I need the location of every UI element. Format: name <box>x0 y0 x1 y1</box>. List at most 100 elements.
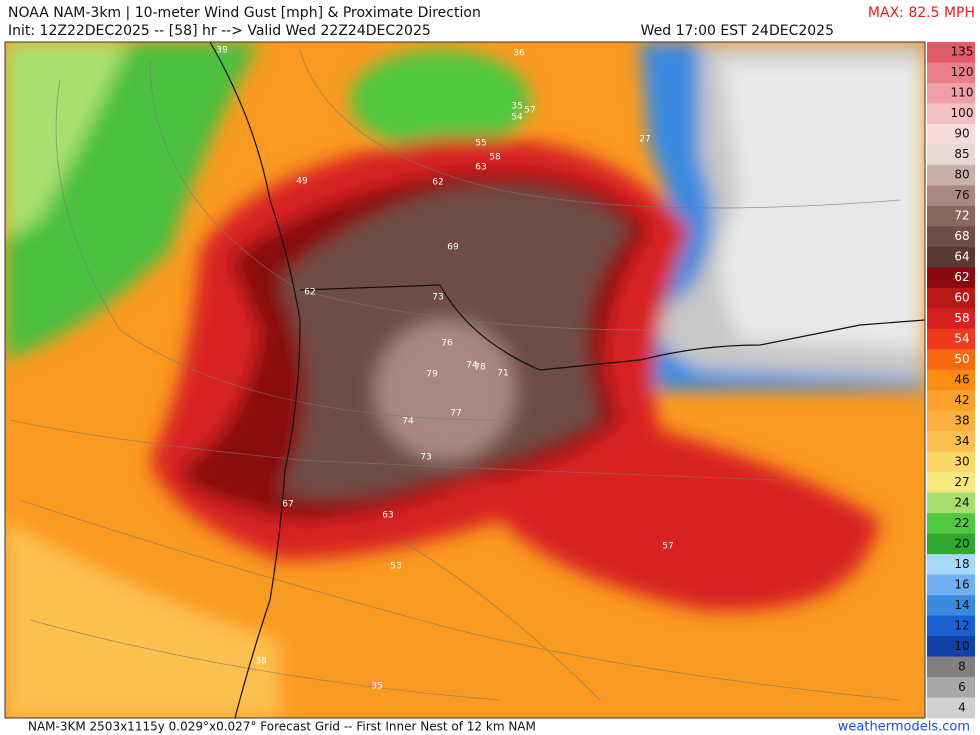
colorbar-cell <box>927 677 975 699</box>
colorbar-label: 120 <box>951 65 974 79</box>
map-value-label: 53 <box>390 562 401 572</box>
colorbar-cell <box>927 574 975 596</box>
colorbar-cell <box>927 533 975 555</box>
streamlines <box>9 49 901 701</box>
map-value-label: 78 <box>474 363 486 373</box>
colorbar-cell <box>927 103 975 125</box>
coastline <box>209 42 301 718</box>
colorbar-label: 60 <box>954 291 969 305</box>
colorbar-cell <box>927 62 975 84</box>
valid-time: Wed 17:00 EST 24DEC2025 <box>641 23 834 39</box>
map-value-label: 49 <box>296 177 308 187</box>
map-value-label: 73 <box>420 453 431 463</box>
colorbar-cell <box>927 205 975 227</box>
colorbar-label: 18 <box>954 557 969 571</box>
colorbar-cell <box>927 82 975 104</box>
map-value-label: 62 <box>304 288 315 298</box>
colorbar-label: 85 <box>954 147 969 161</box>
colorbar-cell <box>927 287 975 309</box>
colorbar-cell <box>927 451 975 473</box>
colorbar-label: 64 <box>954 250 969 264</box>
colorbar-label: 68 <box>954 229 969 243</box>
border <box>299 284 925 371</box>
colorbar-label: 12 <box>954 618 969 632</box>
colorbar-label: 34 <box>954 434 969 448</box>
map-value-label: 27 <box>639 135 650 145</box>
colorbar-cell <box>927 328 975 350</box>
grid-info: NAM-3KM 2503x1115y 0.029°x0.027° Forecas… <box>28 720 536 734</box>
colorbar-label: 135 <box>951 45 974 59</box>
colorbar-cell <box>927 308 975 330</box>
map-value-label: 38 <box>255 657 267 667</box>
colorbar-label: 80 <box>954 168 969 182</box>
colorbar-label: 16 <box>954 577 969 591</box>
colorbar-cell <box>927 472 975 494</box>
map-value-label: 57 <box>662 542 673 552</box>
map-value-label: 63 <box>382 511 393 521</box>
colorbar-cell <box>927 164 975 186</box>
map-value-label: 76 <box>441 339 453 349</box>
colorbar-cell <box>927 615 975 637</box>
colorbar-cell <box>927 697 975 719</box>
map-value-label: 77 <box>450 409 461 419</box>
colorbar-cell <box>927 144 975 166</box>
map-value-label: 35 <box>371 682 382 692</box>
init-line: Init: 12Z22DEC2025 -- [58] hr --> Valid … <box>8 23 431 39</box>
colorbar-label: 76 <box>954 188 969 202</box>
colorbar-label: 38 <box>954 413 969 427</box>
colorbar-cell <box>927 513 975 535</box>
colorbar-label: 110 <box>951 86 974 100</box>
colorbar-cell <box>927 390 975 412</box>
site-link[interactable]: weathermodels.com <box>838 720 970 735</box>
colorbar-label: 14 <box>954 598 969 612</box>
colorbar-label: 72 <box>954 209 969 223</box>
colorbar-label: 8 <box>958 659 966 673</box>
map-value-label: 39 <box>216 46 228 56</box>
colorbar-label: 100 <box>951 106 974 120</box>
colorbar-label: 30 <box>954 454 969 468</box>
colorbar-label: 58 <box>954 311 969 325</box>
map-value-label: 79 <box>426 370 438 380</box>
colorbar-cell <box>927 123 975 145</box>
max-value: MAX: 82.5 MPH <box>868 5 975 21</box>
colorbar: 1351201101009085807672686462605854504642… <box>927 42 975 719</box>
map-value-label: 58 <box>489 153 501 163</box>
colorbar-label: 54 <box>954 332 969 346</box>
map-value-label: 74 <box>466 361 478 371</box>
map-value-label: 73 <box>432 293 443 303</box>
map-value-label: 63 <box>475 163 486 173</box>
colorbar-cell <box>927 369 975 391</box>
colorbar-cell <box>927 349 975 371</box>
colorbar-cell <box>927 410 975 432</box>
colorbar-cell <box>927 595 975 617</box>
colorbar-cell <box>927 226 975 248</box>
colorbar-cell <box>927 431 975 453</box>
colorbar-label: 22 <box>954 516 969 530</box>
map-field <box>5 42 925 718</box>
map-value-label: 36 <box>513 49 525 59</box>
colorbar-label: 20 <box>954 536 969 550</box>
colorbar-cell <box>927 246 975 268</box>
colorbar-label: 42 <box>954 393 969 407</box>
colorbar-cell <box>927 492 975 514</box>
colorbar-cell <box>927 267 975 289</box>
colorbar-label: 46 <box>954 373 969 387</box>
colorbar-cell <box>927 636 975 658</box>
map-value-label: 57 <box>524 106 535 116</box>
map-value-label: 71 <box>497 369 508 379</box>
map-value-label: 35 <box>511 102 522 112</box>
colorbar-label: 24 <box>954 495 969 509</box>
colorbar-cell <box>927 185 975 207</box>
colorbar-cell <box>927 42 975 63</box>
map-value-label: 55 <box>475 139 486 149</box>
map-value-label: 69 <box>447 243 459 253</box>
map-value-label: 67 <box>282 500 293 510</box>
colorbar-cell <box>927 656 975 678</box>
colorbar-label: 10 <box>954 639 969 653</box>
colorbar-label: 90 <box>954 127 969 141</box>
colorbar-label: 27 <box>954 475 969 489</box>
title: NOAA NAM-3km | 10-meter Wind Gust [mph] … <box>8 5 481 21</box>
